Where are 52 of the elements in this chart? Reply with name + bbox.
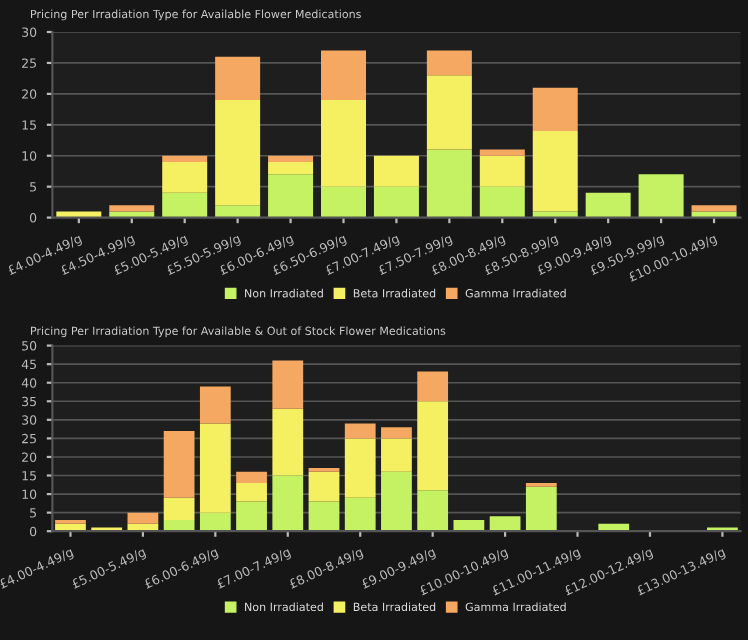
bar <box>525 486 557 532</box>
bar <box>381 471 412 532</box>
bar <box>308 501 340 532</box>
bar <box>272 408 304 476</box>
bar <box>199 423 231 513</box>
bar <box>344 497 376 532</box>
bar <box>199 512 231 532</box>
bar <box>127 512 159 524</box>
bar <box>215 56 261 101</box>
bar <box>453 520 485 532</box>
bar <box>381 438 412 472</box>
bar <box>532 87 578 131</box>
bar <box>199 386 231 424</box>
bar <box>373 186 419 218</box>
bar <box>162 161 208 193</box>
bar <box>479 149 525 156</box>
bar <box>321 50 366 101</box>
bar <box>479 186 525 218</box>
bar <box>344 438 376 498</box>
bar <box>426 149 472 218</box>
bar <box>417 401 449 491</box>
bar <box>236 471 267 483</box>
bar <box>344 423 376 439</box>
bar <box>268 161 314 175</box>
bar <box>162 155 208 162</box>
bar <box>321 100 366 187</box>
bar <box>417 371 449 402</box>
bar <box>236 501 267 532</box>
bar <box>373 155 419 187</box>
bar <box>163 497 195 521</box>
bar <box>272 475 304 532</box>
bar <box>479 155 525 187</box>
bar <box>585 192 631 218</box>
bar <box>109 205 155 212</box>
bar <box>162 192 208 218</box>
bar <box>272 360 304 409</box>
bar <box>321 186 366 218</box>
bar <box>489 516 521 532</box>
bar <box>268 174 314 218</box>
bar <box>691 205 737 212</box>
bar <box>268 155 314 162</box>
bar <box>426 75 472 150</box>
bar <box>163 430 195 498</box>
bar <box>236 482 267 502</box>
bar <box>308 471 340 502</box>
bar <box>163 520 195 532</box>
bar <box>426 50 472 76</box>
bar <box>215 100 261 206</box>
bar <box>532 130 578 212</box>
bar <box>417 490 449 532</box>
bar <box>638 174 684 218</box>
bar <box>381 427 412 439</box>
